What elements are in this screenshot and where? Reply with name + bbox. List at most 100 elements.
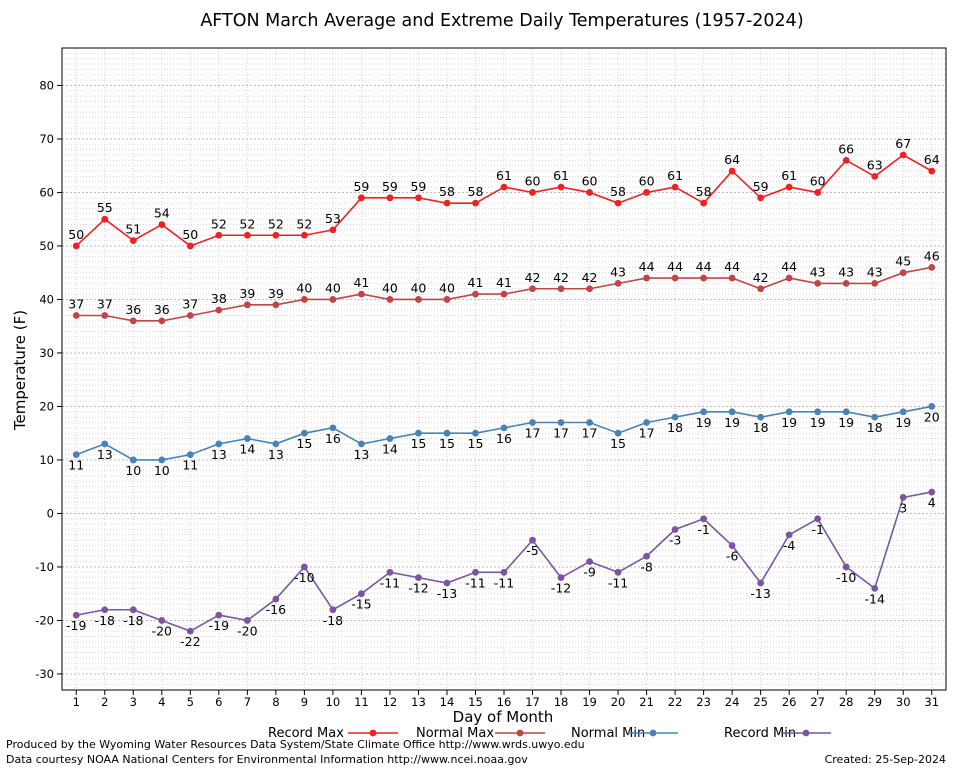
x-tick-label: 27 bbox=[810, 695, 825, 709]
record-min-point bbox=[358, 590, 365, 598]
x-tick-label: 10 bbox=[326, 695, 341, 709]
normal-min-point bbox=[700, 408, 708, 416]
normal-min-data-label: 17 bbox=[582, 426, 598, 441]
record-min-data-label: -18 bbox=[123, 613, 143, 628]
normal-max-data-label: 43 bbox=[610, 264, 626, 279]
record-min-point bbox=[842, 563, 850, 571]
footer-credit-line2: Data courtesy NOAA National Centers for … bbox=[6, 753, 528, 766]
record-max-data-label: 61 bbox=[781, 168, 797, 183]
normal-min-data-label: 17 bbox=[639, 426, 655, 441]
record-max-data-label: 59 bbox=[382, 179, 398, 194]
x-tick-label: 17 bbox=[525, 695, 540, 709]
record-max-point bbox=[757, 194, 765, 202]
normal-min-point bbox=[329, 424, 337, 432]
record-max-data-label: 60 bbox=[525, 173, 541, 188]
normal-min-data-label: 15 bbox=[296, 436, 312, 451]
record-min-point bbox=[529, 536, 536, 544]
normal-max-point bbox=[842, 280, 850, 287]
normal-min-point bbox=[472, 429, 479, 437]
normal-min-point bbox=[101, 440, 109, 448]
record-max-point bbox=[386, 194, 394, 202]
normal-max-data-label: 44 bbox=[667, 259, 683, 274]
legend-label-normal-min: Normal Min bbox=[571, 726, 645, 741]
x-tick-label: 18 bbox=[554, 695, 569, 709]
normal-max-point bbox=[871, 280, 879, 287]
normal-max-point bbox=[272, 301, 280, 309]
normal-min-point bbox=[186, 451, 194, 458]
record-max-data-label: 66 bbox=[838, 141, 854, 156]
normal-min-point bbox=[842, 408, 850, 416]
normal-max-point bbox=[928, 263, 936, 271]
normal-max-data-label: 43 bbox=[838, 264, 854, 279]
record-min-point bbox=[814, 515, 822, 523]
y-tick-label: 60 bbox=[39, 185, 54, 199]
record-min-point bbox=[871, 584, 879, 592]
x-tick-label: 12 bbox=[383, 695, 398, 709]
record-max-point bbox=[329, 226, 337, 234]
record-min-point bbox=[500, 568, 508, 576]
record-max-data-label: 59 bbox=[753, 179, 769, 194]
normal-min-data-label: 11 bbox=[68, 458, 84, 473]
record-min-data-label: -18 bbox=[323, 613, 343, 628]
normal-max-data-label: 40 bbox=[410, 280, 426, 295]
record-min-point bbox=[643, 552, 650, 560]
record-max-point bbox=[158, 221, 166, 228]
x-tick-label: 5 bbox=[187, 695, 194, 709]
normal-min-point bbox=[215, 440, 223, 448]
normal-max-point bbox=[386, 296, 394, 303]
normal-max-point bbox=[814, 280, 822, 287]
record-min-point bbox=[72, 611, 80, 619]
record-min-data-label: 4 bbox=[928, 495, 936, 510]
chart-title: AFTON March Average and Extreme Daily Te… bbox=[200, 11, 803, 31]
record-max-point bbox=[899, 151, 907, 159]
normal-min-point bbox=[814, 408, 822, 416]
normal-max-point bbox=[785, 274, 793, 282]
record-max-point bbox=[415, 194, 422, 202]
normal-min-point bbox=[928, 403, 936, 410]
normal-max-point bbox=[358, 290, 365, 298]
x-tick-label: 9 bbox=[301, 695, 308, 709]
record-max-point bbox=[243, 231, 251, 239]
record-max-data-label: 53 bbox=[325, 211, 341, 226]
record-max-data-label: 52 bbox=[211, 216, 227, 231]
x-tick-label: 7 bbox=[244, 695, 251, 709]
normal-min-point bbox=[757, 413, 765, 421]
record-min-data-label: -11 bbox=[494, 575, 514, 590]
x-tick-label: 8 bbox=[272, 695, 279, 709]
x-tick-label: 31 bbox=[924, 695, 939, 709]
record-min-data-label: -11 bbox=[465, 575, 485, 590]
normal-min-point bbox=[300, 429, 308, 437]
record-max-point bbox=[72, 242, 80, 250]
record-min-data-label: -10 bbox=[294, 570, 314, 585]
x-tick-label: 29 bbox=[867, 695, 882, 709]
normal-max-data-label: 42 bbox=[582, 270, 598, 285]
normal-max-data-label: 42 bbox=[553, 270, 569, 285]
legend-marker-normal-max bbox=[516, 729, 524, 737]
record-min-point bbox=[700, 515, 708, 523]
normal-min-data-label: 19 bbox=[696, 415, 712, 430]
record-max-data-label: 50 bbox=[68, 227, 84, 242]
record-min-data-label: -12 bbox=[408, 581, 428, 596]
record-min-point bbox=[472, 568, 479, 576]
normal-min-point bbox=[72, 451, 80, 458]
normal-min-data-label: 15 bbox=[410, 436, 426, 451]
normal-min-data-label: 11 bbox=[182, 458, 198, 473]
x-tick-label: 2 bbox=[101, 695, 108, 709]
normal-max-data-label: 44 bbox=[781, 259, 797, 274]
normal-max-point bbox=[129, 317, 137, 325]
x-tick-label: 30 bbox=[896, 695, 911, 709]
normal-max-point bbox=[415, 296, 422, 303]
data-labels: 50 55 51 54 50 52 52 52 52 53 59 59 59 58 58 61 60 61 60 58… bbox=[66, 136, 940, 649]
record-min-point bbox=[785, 531, 793, 539]
normal-max-data-label: 39 bbox=[239, 286, 255, 301]
record-min-point bbox=[557, 574, 565, 582]
record-min-point bbox=[443, 579, 451, 587]
record-max-data-label: 64 bbox=[924, 152, 940, 167]
normal-min-point bbox=[871, 413, 879, 421]
normal-min-data-label: 19 bbox=[781, 415, 797, 430]
x-tick-label: 13 bbox=[411, 695, 426, 709]
y-tick-label: 0 bbox=[47, 506, 54, 520]
normal-max-data-label: 45 bbox=[895, 254, 911, 269]
